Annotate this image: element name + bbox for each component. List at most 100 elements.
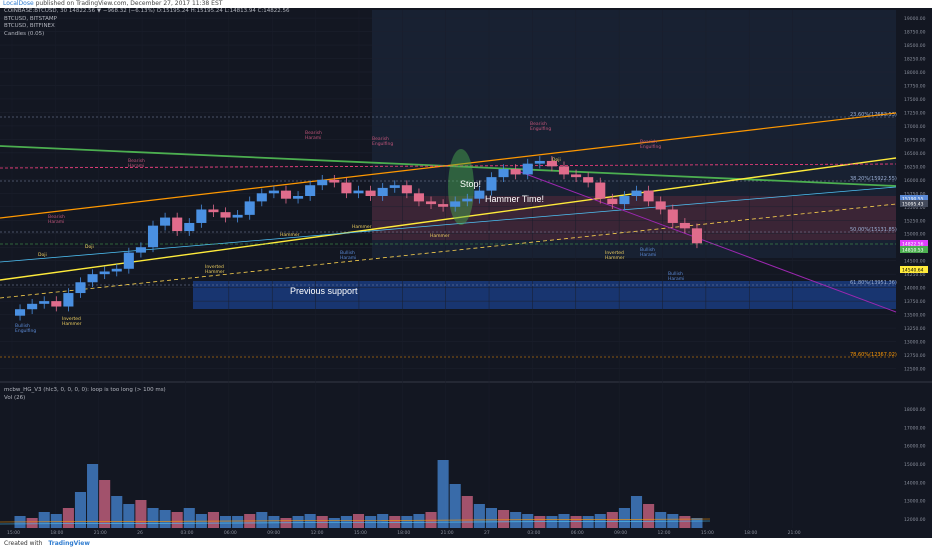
pattern-label-doji: Doji (552, 157, 561, 163)
ohlc-line: COINBASE:BTCUSD, 30 14822.56 ▼ −968.32 (… (4, 8, 290, 14)
indicator-legend: mcbw_HG_V3 (hlc3, 0, 0, 0, 0): loop is t… (4, 387, 166, 402)
candle-body (679, 222, 690, 229)
price-tick-label: 19000.00 (904, 16, 926, 22)
price-tick-label: 13000.00 (904, 340, 926, 346)
candle-body (498, 169, 509, 178)
candle-body (111, 268, 122, 272)
candle-body (655, 201, 666, 210)
candle-body (172, 217, 183, 232)
time-tick-label: 26 (137, 530, 143, 536)
volume-tick-label: 12000.00 (904, 517, 926, 523)
time-tick-label: 21:00 (788, 530, 801, 536)
cyan-trendline (0, 186, 897, 263)
previous-support-zone (193, 281, 896, 309)
volume-bar (111, 496, 123, 528)
price-tick-label: 15750.00 (904, 191, 926, 197)
volume-bar (183, 508, 195, 528)
volume-bar (643, 504, 655, 528)
tradingview-brand[interactable]: TradingView (48, 540, 90, 547)
fib-level-label: 23.60%(17683.53) (850, 112, 897, 118)
indicator-line-2[interactable]: Vol (26) (4, 394, 26, 401)
legend-overlay-1[interactable]: BTCUSD, BITSTAMP (4, 15, 57, 22)
candle-body (522, 163, 533, 175)
volume-bar (219, 516, 232, 528)
price-tick-label: 16250.00 (904, 164, 926, 170)
pattern-label-bearish-engulfing: Bearish Engulfing (372, 136, 393, 147)
candle-body (534, 160, 545, 164)
yellow-dashed-trendline (0, 203, 897, 299)
volume-bar (87, 464, 99, 528)
volume-bar (304, 514, 316, 528)
volume-bar (473, 504, 485, 528)
volume-bar (74, 492, 87, 528)
candle-body (353, 190, 364, 194)
candle-body (87, 274, 98, 283)
price-tick-label: 17250.00 (904, 110, 926, 116)
price-badge: 15095.43 (902, 202, 924, 208)
publish-bar: LocalDose published on TradingView.com, … (0, 0, 932, 8)
candle-body (27, 303, 38, 310)
candle-body (389, 185, 400, 188)
hammer-time-annotation: Hammer Time! (485, 194, 544, 204)
pattern-label-inverted-hammer: Inverted Hammer (62, 316, 82, 327)
time-tick-label: 09:00 (614, 530, 627, 536)
volume-bar (389, 516, 401, 528)
price-badge-bg (900, 266, 928, 273)
time-tick-label: 21:00 (441, 530, 454, 536)
time-tick-label: 18:00 (744, 530, 757, 536)
candle-body (462, 198, 473, 202)
volume-bar (485, 508, 498, 528)
candle-body (341, 182, 352, 194)
candle-body (305, 185, 316, 196)
candle-body (99, 271, 110, 275)
candle-body (147, 225, 159, 248)
candle-body (220, 212, 231, 218)
candle-body (546, 160, 557, 167)
volume-bar (413, 514, 425, 528)
created-with-text: Created with (4, 540, 43, 547)
purple-trendline (514, 169, 897, 313)
volume-tick-label: 13000.00 (904, 499, 926, 505)
candle-body (474, 190, 485, 199)
price-badge: 15190.55 (902, 197, 924, 203)
volume-bar (655, 512, 667, 528)
candle-body (691, 228, 702, 244)
volume-bar (232, 516, 244, 528)
pink-dashed-line (0, 163, 897, 169)
candle-body (450, 201, 461, 207)
candle-body (438, 204, 449, 207)
volume-bar (207, 512, 219, 528)
candle-body (510, 169, 521, 175)
price-tick-label: 16750.00 (904, 137, 926, 143)
candle-body (425, 201, 437, 205)
legend-overlay-2[interactable]: BTCUSD, BITFINEX (4, 23, 55, 29)
volume-bar (594, 514, 606, 528)
candle-body (208, 209, 219, 213)
candle-body (51, 301, 62, 307)
indicator-line-1[interactable]: mcbw_HG_V3 (hlc3, 0, 0, 0, 0): loop is t… (4, 387, 166, 393)
legend-overlay-3[interactable]: Candles (0.05) (4, 30, 45, 37)
price-tick-label: 17000.00 (904, 124, 926, 130)
volume-bar (99, 480, 111, 528)
price-badge: 14810.53 (902, 248, 924, 254)
price-badge-bg (900, 240, 928, 247)
candle-body (256, 193, 267, 202)
volume-bar (62, 508, 74, 528)
candle-body (232, 214, 243, 218)
candle-body (619, 196, 630, 205)
candle-body (135, 247, 146, 253)
volume-bar (38, 512, 50, 528)
volume-bar (352, 514, 365, 528)
volume-bar (123, 504, 135, 528)
fib-level-label: 78.60%(12367.02) (850, 352, 897, 358)
price-tick-label: 17500.00 (904, 97, 926, 103)
previous-support-annotation: Previous support (290, 286, 358, 296)
price-tick-label: 13250.00 (904, 326, 926, 332)
publisher-name[interactable]: LocalDose (3, 0, 34, 7)
pattern-label-bearish-harami: Bearish Harami (305, 130, 322, 141)
volume-bar (679, 516, 691, 528)
yellow-trendline (0, 157, 897, 281)
pattern-label-bullish-harami: Bullish Harami (340, 250, 356, 261)
candle-body (329, 179, 340, 183)
